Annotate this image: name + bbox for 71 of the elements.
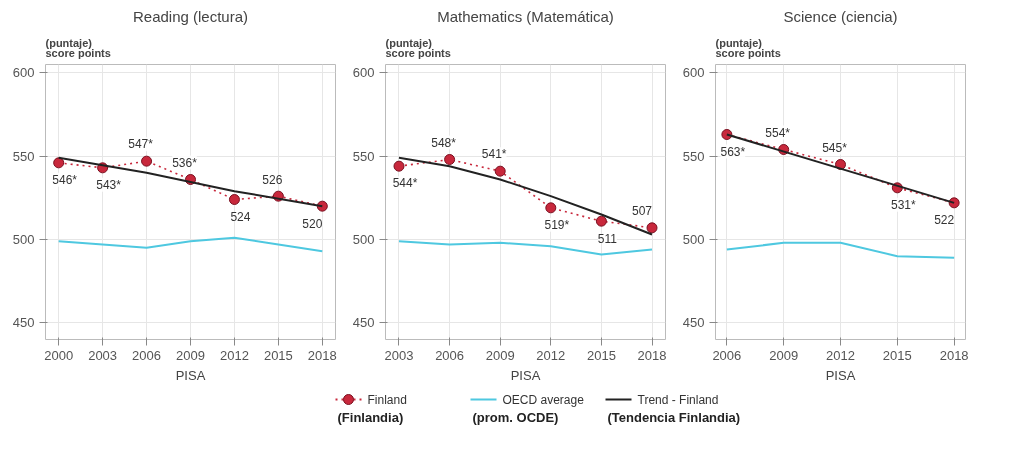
x-tick-label: 2006	[435, 347, 465, 363]
x-tick-label: 2015	[882, 347, 912, 363]
x-tick-label: 2009	[485, 347, 515, 363]
y-tick-label: 600	[12, 65, 35, 81]
point	[53, 157, 65, 169]
data-label: 536*	[172, 155, 198, 170]
y-tick-label: 500	[352, 232, 375, 247]
x-axis-title: PISA	[175, 367, 206, 383]
data-label: 519*	[544, 217, 570, 232]
data-label: 543*	[96, 177, 122, 192]
x-tick-label: 2006	[712, 347, 742, 363]
x-tick-label: 2015	[263, 347, 293, 363]
point	[595, 215, 607, 227]
y-tick-label: 450	[682, 315, 705, 331]
y-tick-label: 500	[12, 232, 35, 247]
x-tick-label: 2012	[219, 347, 249, 363]
point	[646, 222, 658, 234]
y-axis-title: (puntaje) score points	[715, 36, 781, 60]
data-label: 548*	[431, 135, 457, 150]
x-tick-label: 2018	[939, 347, 969, 363]
x-tick-label: 2009	[176, 347, 205, 363]
x-tick-label: 2012	[826, 347, 855, 363]
legend-label: Finland (Finlandia)	[337, 392, 407, 425]
x-tick-label: 2000	[44, 347, 74, 363]
y-tick-label: 550	[682, 148, 705, 164]
point	[494, 165, 506, 177]
x-tick-label: 2012	[536, 347, 566, 363]
x-tick-label: 2003	[384, 347, 414, 363]
point	[393, 160, 405, 172]
chart-title: Science (ciencia)	[783, 7, 898, 25]
chart-title: Mathematics (Matemática)	[437, 7, 614, 25]
y-tick-label: 450	[352, 315, 375, 331]
chart-title: Reading (lectura)	[132, 7, 249, 25]
data-label: 563*	[720, 144, 746, 159]
data-label: 524	[230, 210, 251, 224]
data-label: 545*	[822, 140, 848, 155]
data-label: 544*	[392, 176, 418, 191]
y-tick-label: 450	[12, 315, 35, 331]
data-label: 541*	[481, 147, 507, 162]
data-label: 507	[632, 204, 653, 219]
line-series	[725, 241, 956, 259]
legend-label: OECD average (prom. OCDE)	[472, 392, 585, 425]
y-tick-label: 600	[682, 65, 705, 81]
data-label: 522	[934, 213, 955, 228]
x-tick-label: 2018	[637, 347, 667, 363]
point	[141, 155, 153, 167]
x-axis-title: PISA	[825, 367, 856, 383]
x-tick-label: 2009	[769, 347, 799, 363]
x-tick-label: 2003	[88, 347, 118, 363]
data-label: 520	[302, 216, 323, 231]
line-series	[57, 236, 324, 253]
y-tick-label: 600	[352, 65, 375, 81]
data-label: 547*	[128, 137, 154, 152]
x-tick-label: 2018	[307, 347, 337, 363]
point	[444, 154, 456, 165]
y-axis-title: (puntaje) score points	[385, 36, 451, 60]
point	[228, 194, 240, 205]
y-tick-label: 550	[12, 148, 35, 164]
data-label: 526	[262, 172, 283, 187]
x-axis-title: PISA	[510, 367, 541, 383]
x-tick-label: 2006	[132, 347, 162, 363]
y-tick-label: 550	[352, 148, 375, 164]
data-label: 554*	[765, 125, 791, 140]
x-tick-label: 2015	[586, 347, 616, 363]
data-label: 531*	[890, 197, 916, 212]
y-axis-title: (puntaje) score points	[45, 36, 111, 60]
legend-label: Trend - Finland (Tendencia Finlandia)	[607, 392, 741, 425]
data-label: 546*	[52, 172, 78, 187]
point	[545, 202, 557, 214]
data-label: 511	[597, 231, 618, 246]
y-tick-label: 500	[682, 232, 705, 247]
